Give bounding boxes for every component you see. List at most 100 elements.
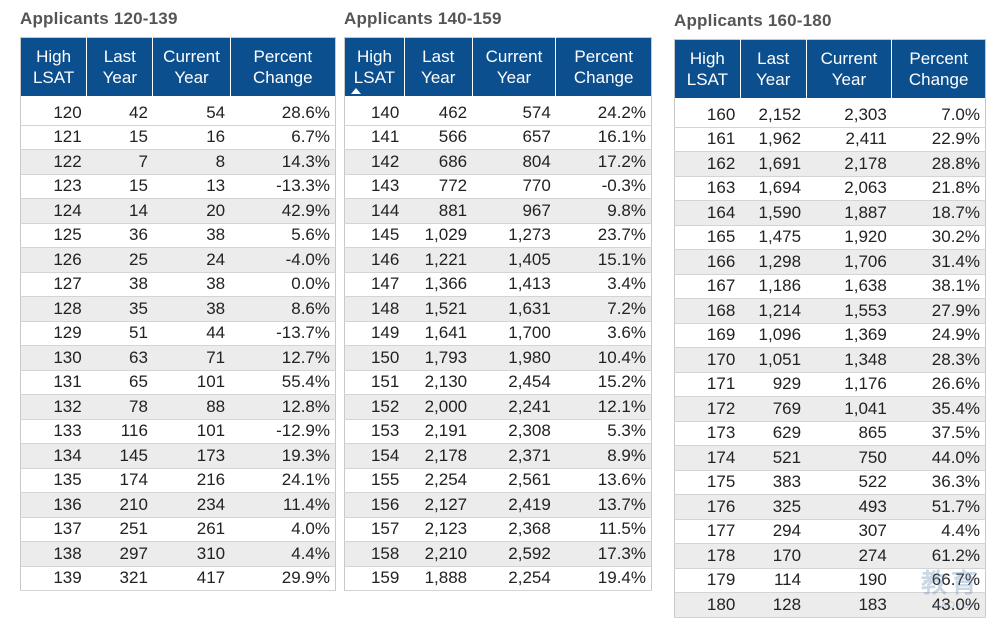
current-year-cell: 38 (152, 223, 231, 248)
percent-change-cell: 15.2% (555, 370, 652, 395)
percent-change-cell: 12.1% (555, 394, 652, 420)
column-header-last-year[interactable]: Last Year (740, 39, 807, 98)
table-row: 130 63 71 12.7% (20, 345, 336, 371)
percent-change-cell: 5.6% (230, 223, 336, 248)
column-header-last-year[interactable]: Last Year (86, 37, 154, 96)
last-year-cell: 2,254 (404, 468, 473, 493)
column-header-high-lsat[interactable]: High LSAT (344, 37, 405, 96)
last-year-cell: 566 (404, 125, 473, 150)
percent-change-cell: 8.6% (230, 296, 336, 322)
high-lsat-cell: 126 (20, 247, 87, 273)
current-year-cell: 54 (152, 100, 231, 126)
high-lsat-cell: 139 (20, 566, 87, 591)
table-row: 167 1,186 1,638 38.1% (674, 274, 986, 299)
table-row: 170 1,051 1,348 28.3% (674, 347, 986, 373)
current-year-cell: 2,371 (472, 443, 556, 469)
current-year-cell: 173 (152, 443, 231, 469)
high-lsat-cell: 155 (344, 468, 405, 493)
column-header-high-lsat[interactable]: High LSAT (20, 37, 88, 96)
high-lsat-cell: 153 (344, 419, 405, 444)
current-year-cell: 101 (152, 419, 231, 444)
high-lsat-cell: 134 (20, 443, 87, 469)
current-year-cell: 310 (152, 541, 231, 567)
current-year-cell: 16 (152, 125, 231, 150)
current-year-cell: 1,413 (472, 272, 556, 297)
current-year-cell: 657 (472, 125, 556, 150)
percent-change-cell: 43.0% (891, 592, 986, 618)
table-row: 134 145 173 19.3% (20, 443, 336, 469)
percent-change-cell: 24.9% (891, 323, 986, 348)
table-row: 140 462 574 24.2% (344, 100, 652, 126)
column-header-current-year[interactable]: Current Year (472, 37, 557, 96)
sort-ascending-icon[interactable] (351, 87, 361, 94)
table-row: 175 383 522 36.3% (674, 470, 986, 495)
high-lsat-cell: 163 (674, 176, 741, 201)
high-lsat-cell: 154 (344, 443, 405, 469)
percent-change-cell: 23.7% (555, 223, 652, 248)
high-lsat-cell: 162 (674, 151, 741, 177)
current-year-cell: 1,920 (806, 225, 892, 250)
percent-change-cell: 17.2% (555, 149, 652, 175)
current-year-cell: 804 (472, 149, 556, 175)
current-year-cell: 493 (806, 494, 892, 520)
table-row: 126 25 24 -4.0% (20, 247, 336, 273)
percent-change-cell: 13.6% (555, 468, 652, 493)
last-year-cell: 14 (86, 198, 153, 224)
last-year-cell: 7 (86, 149, 153, 175)
table-row: 171 929 1,176 26.6% (674, 372, 986, 397)
high-lsat-cell: 158 (344, 541, 405, 567)
last-year-cell: 1,694 (740, 176, 807, 201)
high-lsat-cell: 172 (674, 396, 741, 422)
percent-change-cell: 31.4% (891, 249, 986, 275)
percent-change-cell: 5.3% (555, 419, 652, 444)
table-row: 138 297 310 4.4% (20, 541, 336, 567)
last-year-cell: 1,793 (404, 345, 473, 371)
column-header-current-year[interactable]: Current Year (806, 39, 893, 98)
column-header-percent-change[interactable]: Percent Change (891, 39, 986, 98)
current-year-cell: 1,980 (472, 345, 556, 371)
percent-change-cell: 29.9% (230, 566, 336, 591)
table-row: 150 1,793 1,980 10.4% (344, 345, 652, 371)
percent-change-cell: 51.7% (891, 494, 986, 520)
table-row: 160 2,152 2,303 7.0% (674, 102, 986, 128)
last-year-cell: 51 (86, 321, 153, 346)
current-year-cell: 865 (806, 421, 892, 446)
table-row: 129 51 44 -13.7% (20, 321, 336, 346)
current-year-cell: 216 (152, 468, 231, 493)
last-year-cell: 1,221 (404, 247, 473, 273)
last-year-cell: 145 (86, 443, 153, 469)
high-lsat-cell: 180 (674, 592, 741, 618)
last-year-cell: 1,096 (740, 323, 807, 348)
column-header-percent-change[interactable]: Percent Change (230, 37, 336, 96)
high-lsat-cell: 148 (344, 296, 405, 322)
applicants-120-139-table: High LSAT Last Year Current Year Percent Cha… (20, 37, 336, 591)
last-year-cell: 1,475 (740, 225, 807, 250)
percent-change-cell: 42.9% (230, 198, 336, 224)
column-header-percent-change[interactable]: Percent Change (555, 37, 652, 96)
high-lsat-cell: 168 (674, 298, 741, 324)
table-row: 144 881 967 9.8% (344, 198, 652, 224)
high-lsat-cell: 151 (344, 370, 405, 395)
high-lsat-cell: 177 (674, 519, 741, 544)
column-header-current-year[interactable]: Current Year (152, 37, 231, 96)
percent-change-cell: 17.3% (555, 541, 652, 567)
column-header-high-lsat[interactable]: High LSAT (674, 39, 741, 98)
current-year-cell: 2,454 (472, 370, 556, 395)
table-row: 159 1,888 2,254 19.4% (344, 566, 652, 591)
high-lsat-cell: 143 (344, 174, 405, 199)
current-year-cell: 234 (152, 492, 231, 518)
high-lsat-cell: 145 (344, 223, 405, 248)
percent-change-cell: 12.7% (230, 345, 336, 371)
column-header-last-year[interactable]: Last Year (404, 37, 473, 96)
panel-title: Applicants 120-139 (20, 9, 178, 28)
last-year-cell: 772 (404, 174, 473, 199)
table-row: 136 210 234 11.4% (20, 492, 336, 518)
percent-change-cell: 16.1% (555, 125, 652, 150)
high-lsat-cell: 137 (20, 517, 87, 542)
panel-title: Applicants 140-159 (344, 9, 502, 28)
current-year-cell: 38 (152, 296, 231, 322)
percent-change-cell: 66.7% (891, 568, 986, 593)
last-year-cell: 1,214 (740, 298, 807, 324)
current-year-cell: 1,369 (806, 323, 892, 348)
current-year-cell: 1,273 (472, 223, 556, 248)
